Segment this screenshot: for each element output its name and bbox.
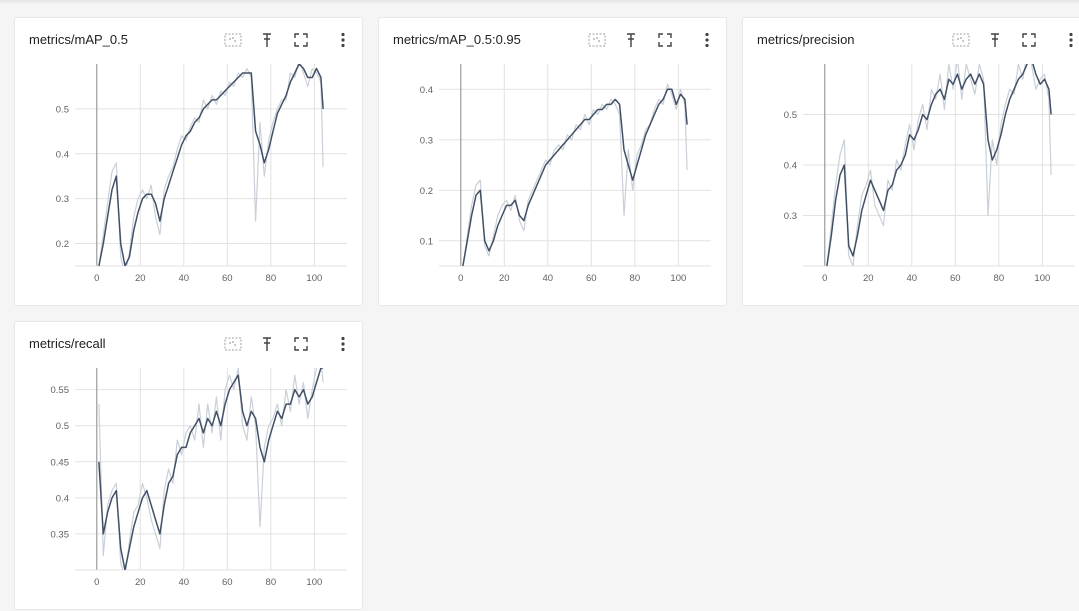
- x-tick-label: 40: [543, 273, 554, 284]
- fit-domain-button[interactable]: [223, 30, 243, 50]
- fit-domain-icon: [587, 30, 607, 50]
- pin-button[interactable]: [257, 334, 277, 354]
- chart-card: metrics/mAP_0.5 0.2 0.3 0.4 0.5 0 20 40 60 80 100: [14, 17, 363, 306]
- pin-icon: [985, 30, 1005, 50]
- chart-card: metrics/precision 0.3 0.4 0.5 0 20 40 60 80 100: [742, 17, 1079, 306]
- chart-title: metrics/recall: [29, 336, 106, 351]
- pin-icon: [257, 334, 277, 354]
- y-tick-label: 0.5: [56, 421, 69, 432]
- y-tick-label: 0.4: [784, 161, 797, 172]
- x-tick-label: 0: [94, 577, 99, 588]
- more-vert-icon: [333, 30, 353, 50]
- more-vert-icon: [697, 30, 717, 50]
- more-vert-icon: [1061, 30, 1079, 50]
- fullscreen-button[interactable]: [655, 30, 675, 50]
- fit-domain-icon: [951, 30, 971, 50]
- chart-title: metrics/mAP_0.5:0.95: [393, 32, 521, 47]
- x-tick-label: 60: [222, 577, 233, 588]
- x-tick-label: 20: [135, 273, 146, 284]
- y-tick-label: 0.5: [784, 110, 797, 121]
- x-tick-label: 0: [94, 273, 99, 284]
- toolbar-shadow: [0, 0, 1079, 4]
- fullscreen-button[interactable]: [1019, 30, 1039, 50]
- x-tick-label: 80: [266, 577, 277, 588]
- raw-series-line: [826, 64, 1052, 266]
- fullscreen-button[interactable]: [291, 30, 311, 50]
- chart-card: metrics/recall 0.35 0.4 0.45 0.5 0.55 0 20 40 60 8…: [14, 321, 363, 610]
- more-vert-icon: [333, 334, 353, 354]
- x-tick-label: 60: [950, 273, 961, 284]
- y-tick-label: 0.55: [51, 385, 70, 396]
- smoothed-series-line: [462, 88, 688, 266]
- pin-icon: [257, 30, 277, 50]
- fit-domain-button[interactable]: [951, 30, 971, 50]
- y-tick-label: 0.3: [420, 135, 433, 146]
- y-tick-label: 0.5: [56, 104, 69, 115]
- fit-domain-icon: [223, 30, 243, 50]
- chart-card: metrics/mAP_0.5:0.95 0.1 0.2 0.3 0.4 0 20 40 60 8…: [378, 17, 727, 306]
- x-tick-label: 100: [670, 273, 686, 284]
- more-menu-button[interactable]: [333, 334, 353, 354]
- fullscreen-button[interactable]: [291, 334, 311, 354]
- smoothed-series-line: [98, 64, 324, 266]
- fullscreen-icon: [655, 30, 675, 50]
- more-menu-button[interactable]: [333, 30, 353, 50]
- y-tick-label: 0.2: [420, 186, 433, 197]
- y-tick-label: 0.2: [56, 239, 69, 250]
- x-tick-label: 0: [458, 273, 463, 284]
- more-menu-button[interactable]: [697, 30, 717, 50]
- y-tick-label: 0.35: [51, 529, 70, 540]
- fullscreen-icon: [1019, 30, 1039, 50]
- line-chart[interactable]: 0.35 0.4 0.45 0.5 0.55 0 20 40 60 80 100: [15, 322, 364, 611]
- x-tick-label: 100: [306, 273, 322, 284]
- y-tick-label: 0.4: [56, 149, 69, 160]
- pin-icon: [621, 30, 641, 50]
- y-tick-label: 0.4: [420, 85, 433, 96]
- fullscreen-icon: [291, 334, 311, 354]
- y-tick-label: 0.4: [56, 493, 69, 504]
- pin-button[interactable]: [621, 30, 641, 50]
- line-chart[interactable]: 0.3 0.4 0.5 0 20 40 60 80 100: [743, 18, 1079, 307]
- x-tick-label: 40: [907, 273, 918, 284]
- x-tick-label: 100: [1034, 273, 1050, 284]
- y-tick-label: 0.1: [420, 236, 433, 247]
- x-tick-label: 60: [586, 273, 597, 284]
- x-tick-label: 40: [179, 273, 190, 284]
- raw-series-line: [98, 64, 324, 266]
- fullscreen-icon: [291, 30, 311, 50]
- x-tick-label: 80: [630, 273, 641, 284]
- pin-button[interactable]: [985, 30, 1005, 50]
- x-tick-label: 80: [994, 273, 1005, 284]
- x-tick-label: 20: [499, 273, 510, 284]
- chart-title: metrics/precision: [757, 32, 855, 47]
- fit-domain-button[interactable]: [223, 334, 243, 354]
- pin-button[interactable]: [257, 30, 277, 50]
- line-chart[interactable]: 0.1 0.2 0.3 0.4 0 20 40 60 80 100: [379, 18, 728, 307]
- chart-title: metrics/mAP_0.5: [29, 32, 128, 47]
- line-chart[interactable]: 0.2 0.3 0.4 0.5 0 20 40 60 80 100: [15, 18, 364, 307]
- smoothed-series-line: [98, 368, 324, 570]
- x-tick-label: 40: [179, 577, 190, 588]
- fit-domain-button[interactable]: [587, 30, 607, 50]
- raw-series-line: [462, 83, 688, 266]
- smoothed-series-line: [826, 64, 1052, 266]
- fit-domain-icon: [223, 334, 243, 354]
- x-tick-label: 100: [306, 577, 322, 588]
- more-menu-button[interactable]: [1061, 30, 1079, 50]
- x-tick-label: 20: [863, 273, 874, 284]
- x-tick-label: 20: [135, 577, 146, 588]
- x-tick-label: 80: [266, 273, 277, 284]
- y-tick-label: 0.3: [784, 211, 797, 222]
- x-tick-label: 0: [822, 273, 827, 284]
- y-tick-label: 0.45: [51, 457, 70, 468]
- y-tick-label: 0.3: [56, 194, 69, 205]
- raw-series-line: [98, 368, 324, 570]
- x-tick-label: 60: [222, 273, 233, 284]
